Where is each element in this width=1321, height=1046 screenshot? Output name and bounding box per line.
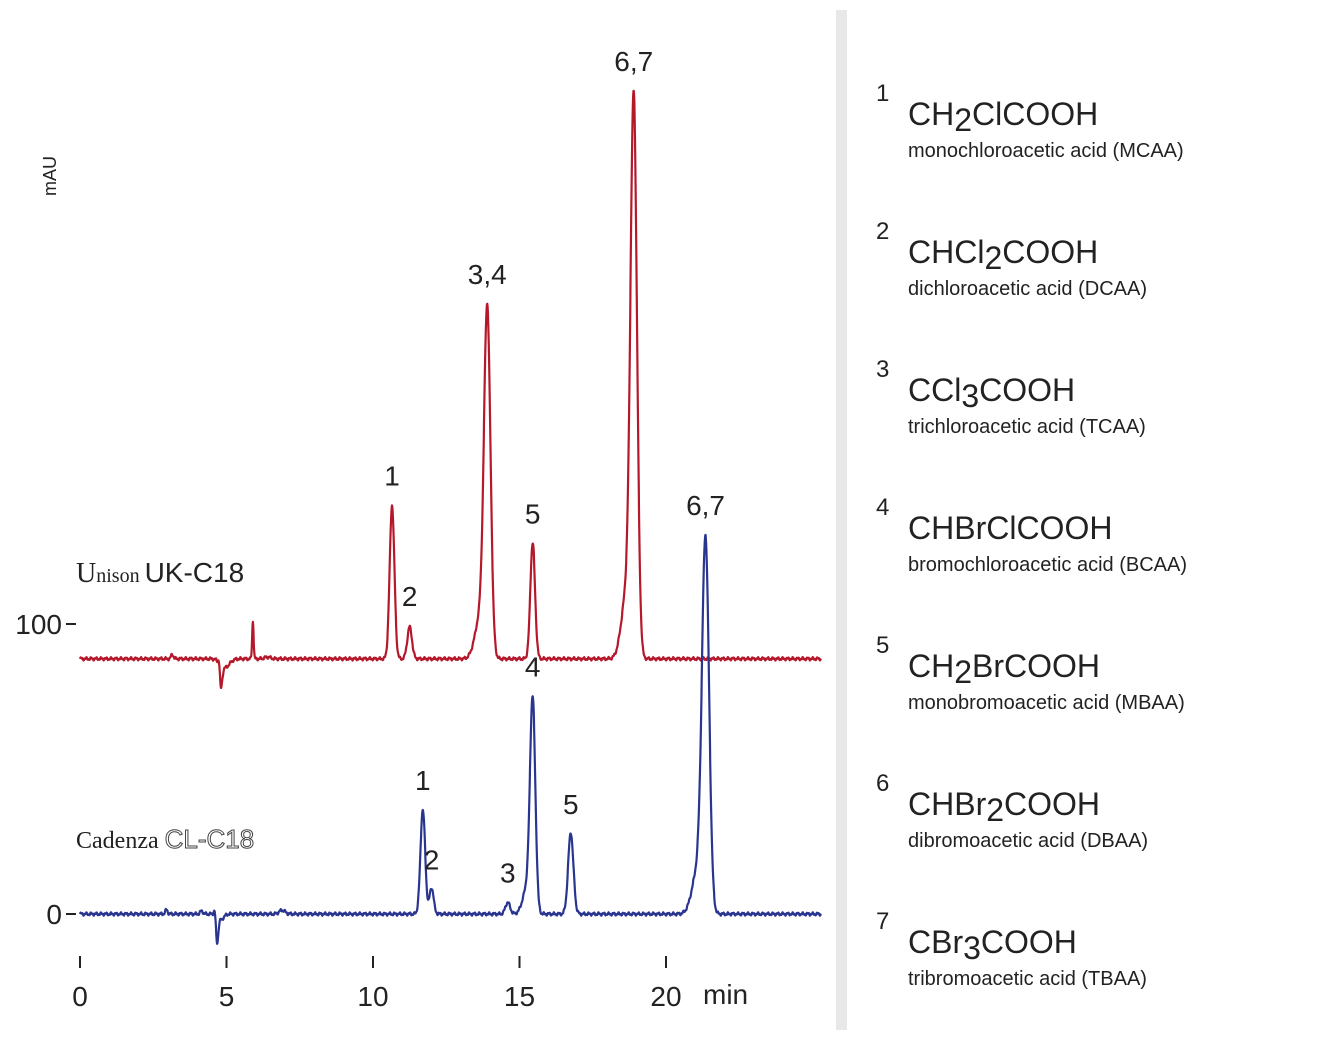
formula-part: COOH <box>1002 234 1099 270</box>
formula-part: CH <box>908 648 955 684</box>
legend-formula: CHCl2COOH <box>908 234 1099 274</box>
formula-subscript: 3 <box>961 378 980 414</box>
formula-part: ClCOOH <box>972 96 1099 132</box>
x-tick-label: 5 <box>219 981 235 1012</box>
series-line-0 <box>78 89 822 689</box>
formula-part: BrCOOH <box>972 648 1101 684</box>
formula-part: CHBrClCOOH <box>908 510 1113 546</box>
legend-number: 5 <box>876 632 890 659</box>
legend-item: 3 CCl3COOH trichloroacetic acid (TCAA) <box>870 356 1320 494</box>
legend-number: 4 <box>876 494 890 521</box>
formula-part: COOH <box>979 372 1076 408</box>
formula-part: CHBr <box>908 786 987 822</box>
formula-subscript: 3 <box>963 930 981 966</box>
panel-divider <box>836 10 847 1030</box>
x-tick-label: 20 <box>650 981 681 1012</box>
legend-compound-name: trichloroacetic acid (TCAA) <box>908 416 1146 438</box>
series-name-label: Unison UK-C18 <box>76 557 244 589</box>
legend-number: 3 <box>876 356 890 383</box>
legend-compound-name: tribromoacetic acid (TBAA) <box>908 968 1147 990</box>
peak-label: 5 <box>563 789 579 820</box>
legend-number: 2 <box>876 218 890 245</box>
legend-item: 5 CH2BrCOOH monobromoacetic acid (MBAA) <box>870 632 1320 770</box>
formula-part: CBr <box>908 924 964 960</box>
peak-label: 3 <box>500 857 516 888</box>
y-axis-label: mAU <box>40 156 60 196</box>
legend-compound-name: monobromoacetic acid (MBAA) <box>908 692 1185 714</box>
formula-subscript: 2 <box>984 240 1003 276</box>
formula-part: CHCl <box>908 234 985 270</box>
legend-item: 1 CH2ClCOOH monochloroacetic acid (MCAA) <box>870 80 1320 218</box>
legend-formula: CHBrClCOOH <box>908 510 1112 547</box>
legend-item: 2 CHCl2COOH dichloroacetic acid (DCAA) <box>870 218 1320 356</box>
legend-item: 4 CHBrClCOOH bromochloroacetic acid (BCAA) <box>870 494 1320 632</box>
y-tick-label: 0 <box>46 899 62 930</box>
peak-label: 6,7 <box>686 490 725 521</box>
legend-formula: CH2ClCOOH <box>908 96 1099 136</box>
peak-label: 2 <box>424 844 440 875</box>
formula-subscript: 2 <box>954 102 973 138</box>
x-tick-label: 10 <box>357 981 388 1012</box>
legend-number: 7 <box>876 908 890 935</box>
formula-subscript: 2 <box>954 654 973 690</box>
x-tick-label: 15 <box>504 981 535 1012</box>
formula-part: COOH <box>980 924 1077 960</box>
series-line-1 <box>78 533 822 945</box>
legend-formula: CBr3COOH <box>908 924 1077 964</box>
series-name-label: Cadenza CL-C18 <box>76 824 254 854</box>
x-tick-label: 0 <box>72 981 88 1012</box>
peak-label: 6,7 <box>614 46 653 77</box>
y-tick-label: 100 <box>15 609 62 640</box>
legend-compound-name: dichloroacetic acid (DCAA) <box>908 278 1147 300</box>
peak-label: 3,4 <box>468 259 507 290</box>
formula-subscript: 2 <box>986 792 1005 828</box>
x-axis-label: min <box>703 979 748 1010</box>
peak-label: 2 <box>402 581 418 612</box>
legend-number: 6 <box>876 770 890 797</box>
legend-number: 1 <box>876 80 890 107</box>
formula-part: CCl <box>908 372 962 408</box>
peak-label: 1 <box>415 765 431 796</box>
legend-compound-name: monochloroacetic acid (MCAA) <box>908 140 1184 162</box>
legend-compound-name: dibromoacetic acid (DBAA) <box>908 830 1149 852</box>
legend-formula: CCl3COOH <box>908 372 1076 412</box>
compound-legend: 1 CH2ClCOOH monochloroacetic acid (MCAA) 2 C… <box>870 80 1320 1046</box>
legend-item: 7 CBr3COOH tribromoacetic acid (TBAA) <box>870 908 1320 1046</box>
legend-formula: CH2BrCOOH <box>908 648 1101 688</box>
peak-label: 5 <box>525 499 541 530</box>
legend-compound-name: bromochloroacetic acid (BCAA) <box>908 554 1187 576</box>
peak-label: 4 <box>525 651 541 682</box>
legend-formula: CHBr2COOH <box>908 786 1101 826</box>
peak-label: 1 <box>384 460 400 491</box>
formula-part: CH <box>908 96 955 132</box>
formula-part: COOH <box>1004 786 1101 822</box>
legend-item: 6 CHBr2COOH dibromoacetic acid (DBAA) <box>870 770 1320 908</box>
